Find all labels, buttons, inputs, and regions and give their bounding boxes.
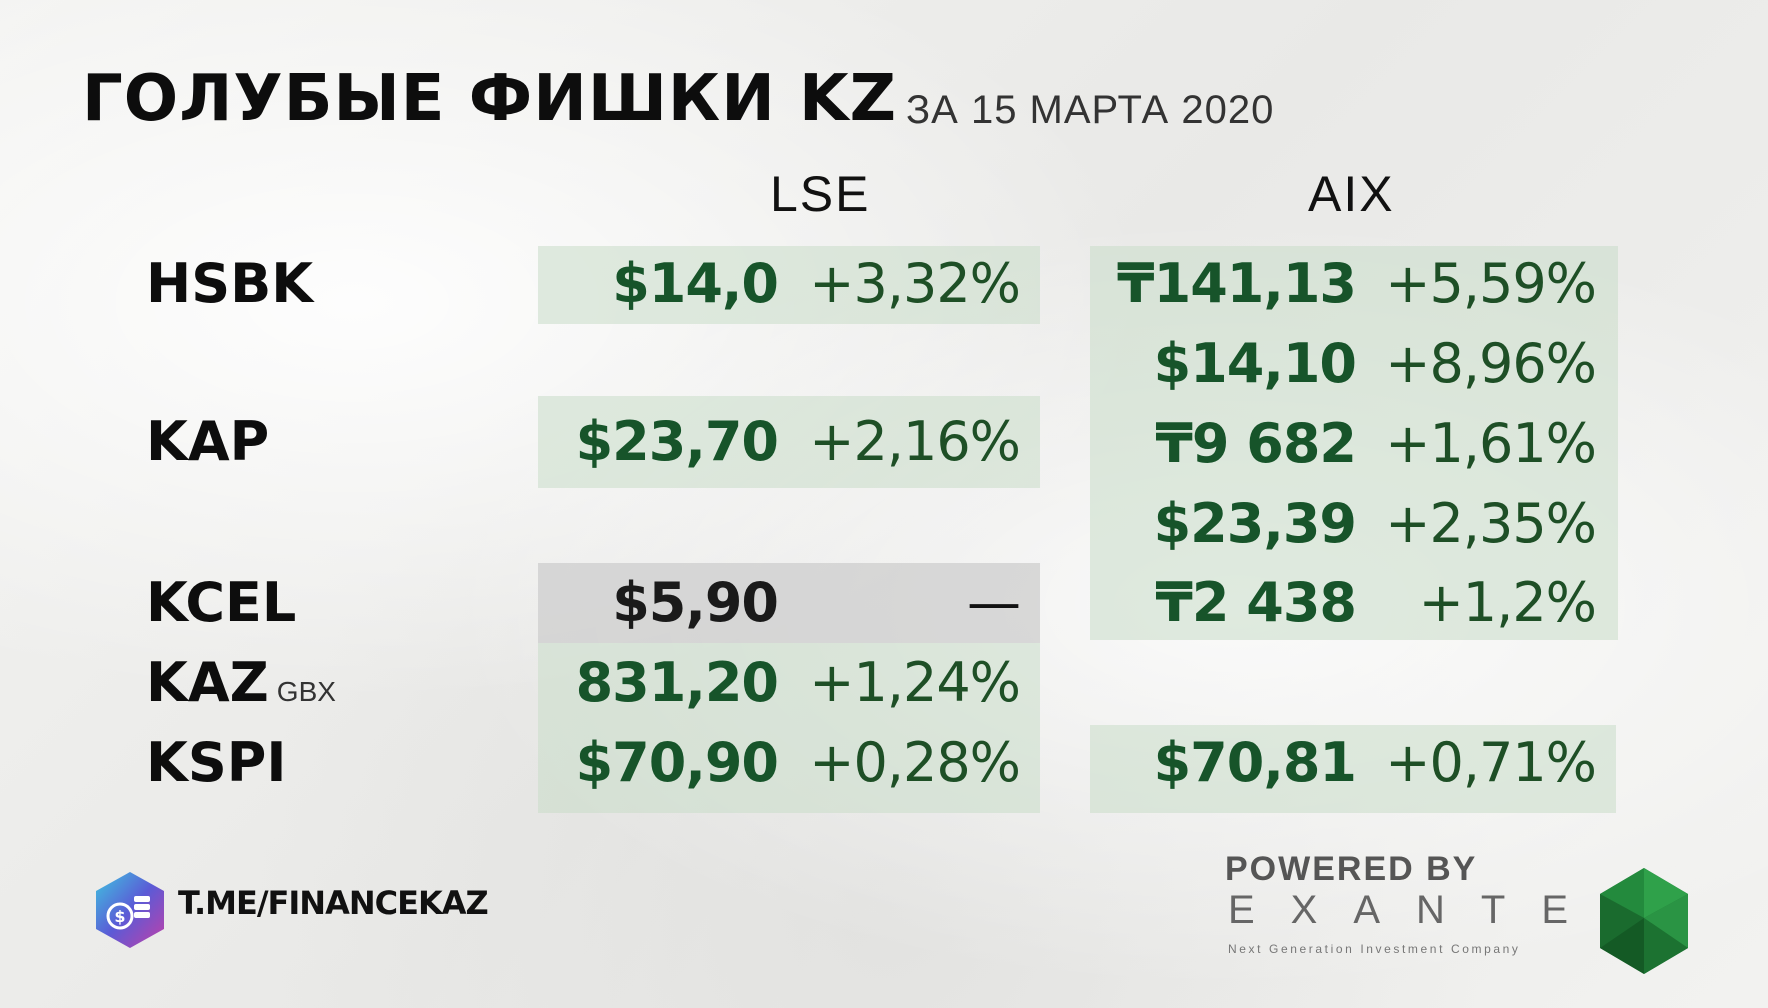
aix-kap-usd-price: $23,39 <box>1153 492 1357 555</box>
lse-kaz-price: 831,20 <box>575 651 779 714</box>
aix-kap-kzt-change: +1,61% <box>1385 412 1597 475</box>
lse-hsbk-price: $14,0 <box>612 252 779 315</box>
aix-kcel-kzt-change: +1,2% <box>1418 571 1597 634</box>
lse-kap-change: +2,16% <box>809 410 1021 473</box>
page-subtitle: ЗА 15 МАРТА 2020 <box>906 88 1275 132</box>
ticker-hsbk: HSBK <box>146 252 314 315</box>
exante-brand: EXANTE <box>1228 888 1605 932</box>
ticker-kaz-unit: GBX <box>276 676 336 707</box>
aix-hsbk-kzt-price: ₸141,13 <box>1117 252 1357 315</box>
aix-kap-usd-change: +2,35% <box>1385 492 1597 555</box>
lse-kspi-change: +0,28% <box>809 731 1021 794</box>
aix-hsbk-kzt-change: +5,59% <box>1385 252 1597 315</box>
ticker-kaz: KAZ GBX <box>146 643 336 723</box>
lse-kap-price: $23,70 <box>575 410 779 473</box>
powered-by-label: POWERED BY <box>1225 850 1478 888</box>
aix-panel-main <box>1090 246 1618 640</box>
aix-kspi-usd-price: $70,81 <box>1153 731 1357 794</box>
ticker-kspi: KSPI <box>146 731 287 794</box>
ticker-kcel: KCEL <box>146 571 297 634</box>
exante-gem-icon <box>1600 868 1688 974</box>
lse-kaz-change: +1,24% <box>809 651 1021 714</box>
financekaz-logo-icon: $ <box>96 872 164 948</box>
lse-kcel-change: — <box>967 571 1021 634</box>
lse-kspi-price: $70,90 <box>575 731 779 794</box>
aix-panel-kspi <box>1090 725 1616 813</box>
page-title: ГОЛУБЫЕ ФИШКИ KZ <box>82 62 898 136</box>
lse-hsbk-change: +3,32% <box>809 252 1021 315</box>
ticker-kap: KAP <box>146 410 270 473</box>
lse-panel-kcel <box>538 563 1040 643</box>
lse-kcel-price: $5,90 <box>612 571 779 634</box>
aix-kap-kzt-price: ₸9 682 <box>1155 412 1357 475</box>
ticker-kaz-label: KAZ <box>146 651 269 714</box>
telegram-link[interactable]: T.ME/FINANCEKAZ <box>178 884 489 922</box>
svg-text:$: $ <box>114 907 125 926</box>
lse-panel-hsbk <box>538 246 1040 324</box>
aix-hsbk-usd-price: $14,10 <box>1153 332 1357 395</box>
lse-panel-kaz-kspi <box>538 643 1040 813</box>
aix-kspi-usd-change: +0,71% <box>1385 731 1597 794</box>
lse-panel-kap <box>538 396 1040 488</box>
aix-hsbk-usd-change: +8,96% <box>1385 332 1597 395</box>
exante-tagline: Next Generation Investment Company <box>1228 942 1521 956</box>
aix-kcel-kzt-price: ₸2 438 <box>1155 571 1357 634</box>
column-header-lse: LSE <box>770 166 871 222</box>
column-header-aix: AIX <box>1308 166 1395 222</box>
